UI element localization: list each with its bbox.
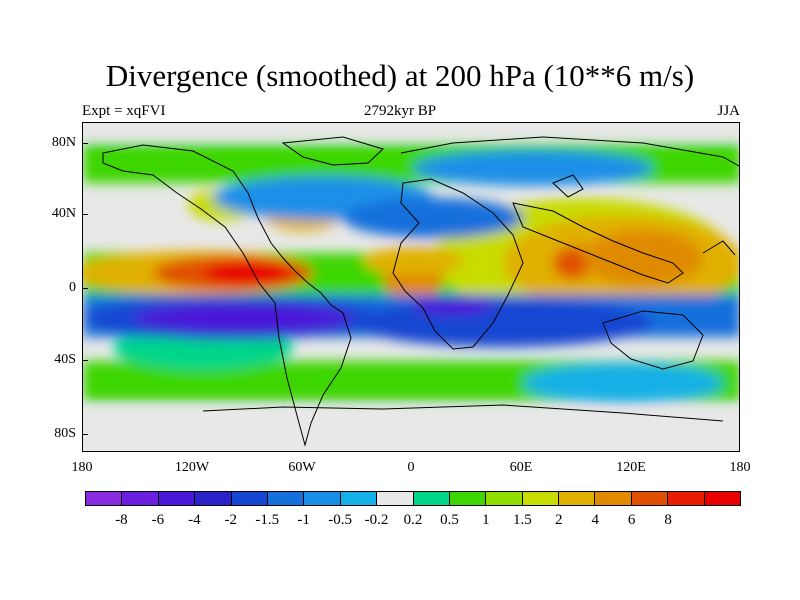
x-tick-label: 180 [71,460,93,475]
colorbar-label: 8 [664,512,672,528]
colorbar-label: 4 [591,512,599,528]
colorbar-box [231,492,268,505]
colorbar-box [195,492,232,505]
coastlines [102,136,739,447]
y-tick [82,214,88,215]
colorbar-box [377,492,414,505]
colorbar-label: 0.5 [440,512,459,528]
colorbar-label: -4 [188,512,201,528]
x-tick-label: 0 [407,460,415,475]
colorbar-box [449,492,487,505]
colorbar-box [631,492,669,505]
colorbar-label: 0.2 [403,512,423,528]
plot-title: Divergence (smoothed) at 200 hPa (10**6 … [105,58,695,93]
time-label: 2792kyr BP [363,103,437,119]
y-tick-label: 80S [54,426,76,441]
colorbar-box [122,492,159,505]
colorbar-label: 1.5 [512,512,532,528]
colorbar-box [267,492,305,505]
colorbar-label: 2 [555,512,563,528]
colorbar-box [340,492,378,505]
colorbar-box [86,492,123,505]
colorbar-box [304,492,341,505]
colorbar-box [704,492,741,505]
colorbar-label: 6 [627,512,636,528]
y-tick [82,143,88,144]
colorbar-box [522,492,560,505]
colorbar-box [668,492,705,505]
experiment-label: Expt = xqFVI [82,103,166,119]
y-tick-label: 80N [51,135,76,150]
x-tick-label: 120E [616,460,646,475]
colorbar-box [413,492,450,505]
x-tick-label: 60W [288,460,316,475]
season-label: JJA [717,103,740,119]
colorbar-box [486,492,523,505]
colorbar-label: -1 [297,512,310,528]
y-tick-label: 40S [54,352,76,367]
divergence-field [83,123,739,451]
colorbar-label: -0.5 [328,512,352,528]
y-tick-label: 40N [51,206,76,221]
y-tick-label: 0 [69,280,76,295]
x-tick-label: 60E [509,460,533,475]
colorbar-label: -2 [224,512,238,528]
colorbar-label: 1 [482,512,490,528]
colorbar-label: -6 [151,512,165,528]
map-canvas [83,123,739,451]
y-tick [82,360,88,361]
x-tick-label: 120W [174,460,210,475]
colorbar-box [559,492,596,505]
colorbar-label: -8 [115,512,128,528]
colorbar [85,491,741,506]
colorbar-label: -0.2 [364,512,389,528]
colorbar-box [158,492,196,505]
y-tick [82,434,88,435]
colorbar-box [595,492,632,505]
y-tick [82,288,88,289]
x-tick-label: 180 [729,460,751,475]
divergence-map [82,122,740,452]
colorbar-label: -1.5 [255,512,280,528]
